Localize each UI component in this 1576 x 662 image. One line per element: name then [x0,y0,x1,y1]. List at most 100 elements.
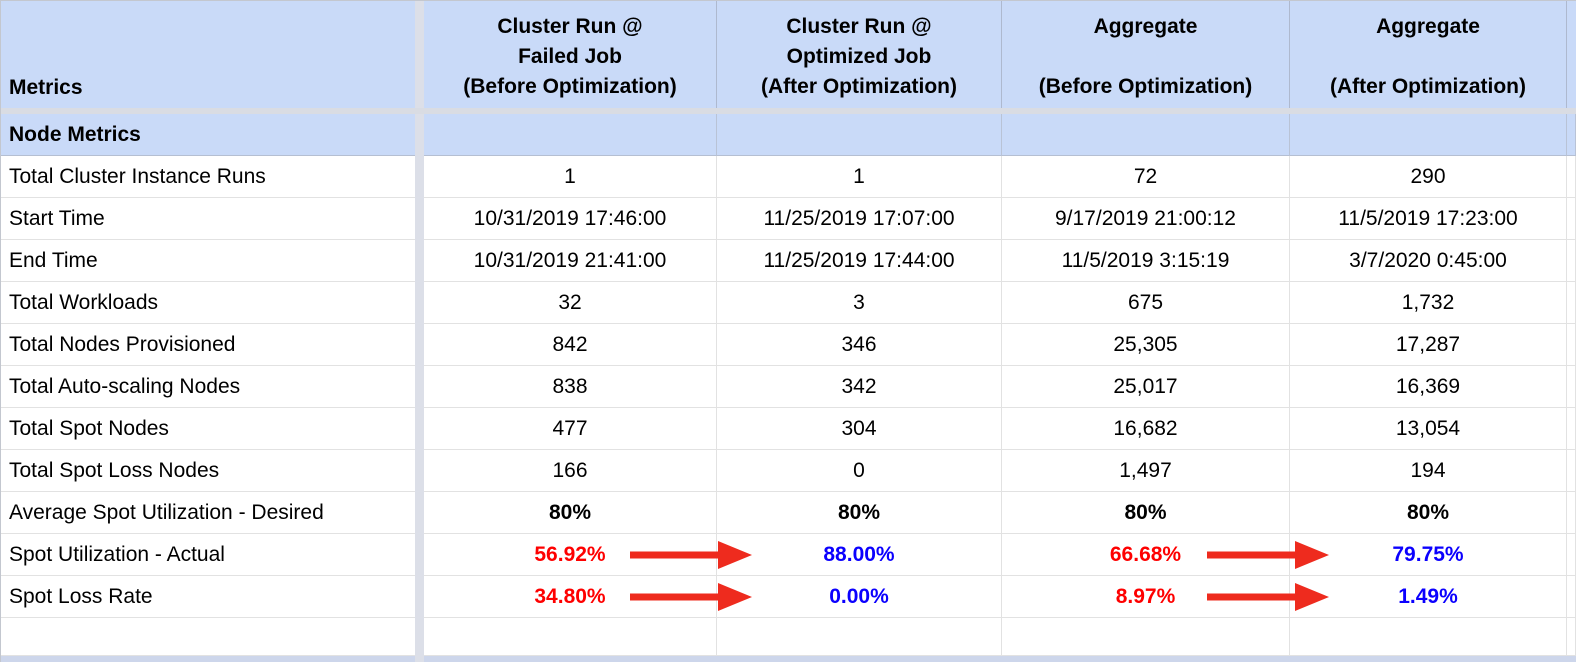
row-label-cell[interactable]: Total Cluster Instance Runs [1,156,415,198]
row-label-cell[interactable]: Total Workloads [1,282,415,324]
header-line: (Before Optimization) [1038,75,1253,98]
value-cell[interactable]: 80% [424,492,717,534]
row-label-cell[interactable]: Total Nodes Provisioned [1,324,415,366]
section-blank-cell[interactable] [717,114,1002,156]
value-cell[interactable]: 25,305 [1002,324,1290,366]
table-row: Total Cluster Instance Runs 1 1 72 290 [1,156,1576,198]
value-cell[interactable]: 16,369 [1290,366,1567,408]
cell-value: 1,732 [1401,290,1455,314]
value-cell[interactable]: 842 [424,324,717,366]
value-cell[interactable]: 304 [717,408,1002,450]
cell-value: 11/25/2019 17:07:00 [763,206,955,230]
header-line: (Before Optimization) [463,75,677,98]
value-cell[interactable]: 838 [424,366,717,408]
cell-value: 290 [1410,164,1446,188]
partial-column [1567,618,1576,656]
value-cell[interactable]: 346 [717,324,1002,366]
row-label-cell[interactable]: Average Spot Utilization - Desired [1,492,415,534]
value-cell[interactable]: 80% [1002,492,1290,534]
header-cell-aggregate-before[interactable]: Aggregate (Before Optimization) [1002,1,1290,108]
value-cell[interactable]: 0.00% [717,576,1002,618]
value-cell[interactable]: 11/5/2019 17:23:00 [1290,198,1567,240]
row-label-cell[interactable]: End Time [1,240,415,282]
value-cell[interactable]: 66.68% [1002,534,1290,576]
frozen-column-divider [415,534,424,576]
value-cell[interactable]: 675 [1002,282,1290,324]
value-cell[interactable]: 16,682 [1002,408,1290,450]
cell-value: 842 [552,332,588,356]
row-label-cell[interactable]: Total Auto-scaling Nodes [1,366,415,408]
value-cell[interactable] [1002,618,1290,656]
cell-value: 10/31/2019 17:46:00 [473,206,667,230]
value-cell[interactable]: 10/31/2019 17:46:00 [424,198,717,240]
value-cell[interactable]: 290 [1290,156,1567,198]
value-cell[interactable]: 72 [1002,156,1290,198]
table-row: Spot Loss Rate 34.80% 0.00% 8.97% 1.49% [1,576,1576,618]
value-cell[interactable]: 11/25/2019 17:07:00 [717,198,1002,240]
cell-value: 1,497 [1119,458,1172,482]
header-cell-aggregate-after[interactable]: Aggregate (After Optimization) [1290,1,1567,108]
row-label: Total Auto-scaling Nodes [9,374,241,398]
value-cell[interactable]: 88.00% [717,534,1002,576]
value-cell[interactable]: 1 [717,156,1002,198]
metrics-header-label: Metrics [9,76,83,99]
value-cell[interactable] [717,618,1002,656]
row-label-cell[interactable]: Spot Utilization - Actual [1,534,415,576]
value-cell[interactable]: 194 [1290,450,1567,492]
value-cell[interactable]: 1,497 [1002,450,1290,492]
header-cell-optimized-job[interactable]: Cluster Run @ Optimized Job (After Optim… [717,1,1002,108]
value-cell[interactable]: 0 [717,450,1002,492]
value-cell[interactable]: 34.80% [424,576,717,618]
section-blank-cell[interactable] [1002,114,1290,156]
value-cell[interactable]: 3/7/2020 0:45:00 [1290,240,1567,282]
cell-value: 342 [841,374,877,398]
section-blank-cell[interactable] [1290,114,1567,156]
value-cell[interactable]: 477 [424,408,717,450]
value-cell[interactable]: 10/31/2019 21:41:00 [424,240,717,282]
value-cell[interactable]: 342 [717,366,1002,408]
frozen-column-divider [415,198,424,240]
partial-column [1567,492,1576,534]
partial-column [1567,282,1576,324]
value-cell[interactable]: 56.92% [424,534,717,576]
value-cell[interactable]: 166 [424,450,717,492]
header-cell-metrics[interactable]: Metrics [1,1,415,108]
cell-value: 166 [552,458,588,482]
value-cell[interactable]: 80% [717,492,1002,534]
header-cell-failed-job[interactable]: Cluster Run @ Failed Job (Before Optimiz… [424,1,717,108]
value-cell[interactable]: 11/5/2019 3:15:19 [1002,240,1290,282]
cell-value: 16,682 [1113,416,1178,440]
cell-value: 66.68% [1109,542,1182,566]
value-cell[interactable]: 11/25/2019 17:44:00 [717,240,1002,282]
section-blank-cell[interactable] [424,114,717,156]
partial-column [1567,324,1576,366]
row-label: Total Workloads [9,290,159,314]
value-cell[interactable] [1290,618,1567,656]
value-cell[interactable] [424,618,717,656]
cell-value: 838 [552,374,588,398]
value-cell[interactable]: 17,287 [1290,324,1567,366]
value-cell[interactable]: 9/17/2019 21:00:12 [1002,198,1290,240]
row-label-cell[interactable] [1,618,415,656]
frozen-column-divider [415,240,424,282]
value-cell[interactable]: 1,732 [1290,282,1567,324]
value-cell[interactable]: 3 [717,282,1002,324]
value-cell[interactable]: 8.97% [1002,576,1290,618]
value-cell[interactable]: 80% [1290,492,1567,534]
value-cell[interactable]: 13,054 [1290,408,1567,450]
table-row: Total Workloads 32 3 675 1,732 [1,282,1576,324]
row-label-cell[interactable]: Spot Loss Rate [1,576,415,618]
section-header-cell[interactable]: Node Metrics [1,114,415,156]
value-cell[interactable]: 25,017 [1002,366,1290,408]
value-cell[interactable]: 79.75% [1290,534,1567,576]
value-cell[interactable]: 1 [424,156,717,198]
row-label-cell[interactable]: Start Time [1,198,415,240]
value-cell[interactable]: 32 [424,282,717,324]
row-label-cell[interactable]: Total Spot Loss Nodes [1,450,415,492]
section-header-row: Node Metrics [1,114,1576,156]
row-label-cell[interactable]: Total Spot Nodes [1,408,415,450]
cell-value: 0 [853,458,865,482]
frozen-column-divider [415,450,424,492]
value-cell[interactable]: 1.49% [1290,576,1567,618]
cell-value: 11/25/2019 17:44:00 [763,248,955,272]
